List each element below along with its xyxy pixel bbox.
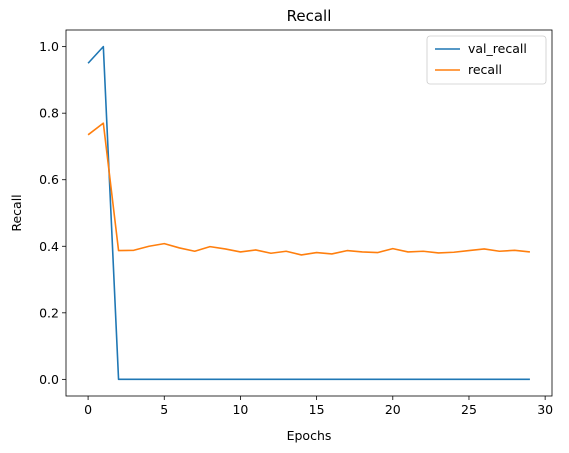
- x-tick-label: 30: [537, 402, 553, 417]
- x-tick-label: 15: [309, 402, 325, 417]
- y-tick-label: 1.0: [39, 39, 59, 54]
- y-tick-label: 0.4: [39, 239, 59, 254]
- series-line-val-recall: [87, 45, 530, 381]
- legend: val_recall recall: [426, 35, 547, 85]
- legend-label-recall: recall: [468, 62, 502, 77]
- y-axis-label: Recall: [9, 194, 24, 231]
- plot-frame: [65, 29, 553, 397]
- x-tick-label: 0: [84, 402, 92, 417]
- x-tick-label: 5: [160, 402, 168, 417]
- x-tick-label: 25: [461, 402, 477, 417]
- legend-box: [426, 35, 547, 85]
- y-axis-ticks: 0.0 0.2 0.4 0.6 0.8 1.0: [39, 39, 66, 387]
- y-tick-label: 0.0: [39, 372, 59, 387]
- y-tick-label: 0.8: [39, 106, 59, 121]
- y-tick-label: 0.6: [39, 172, 59, 187]
- chart-title: Recall: [287, 7, 332, 25]
- y-tick-label: 0.2: [39, 305, 59, 320]
- series-line-recall: [87, 122, 530, 256]
- x-tick-label: 10: [232, 402, 248, 417]
- plot-lines: [87, 45, 530, 381]
- legend-label-val-recall: val_recall: [468, 41, 527, 56]
- x-tick-label: 20: [385, 402, 401, 417]
- x-axis-ticks: 0 5 10 15 20 25 30: [84, 396, 553, 417]
- x-axis-label: Epochs: [287, 428, 332, 443]
